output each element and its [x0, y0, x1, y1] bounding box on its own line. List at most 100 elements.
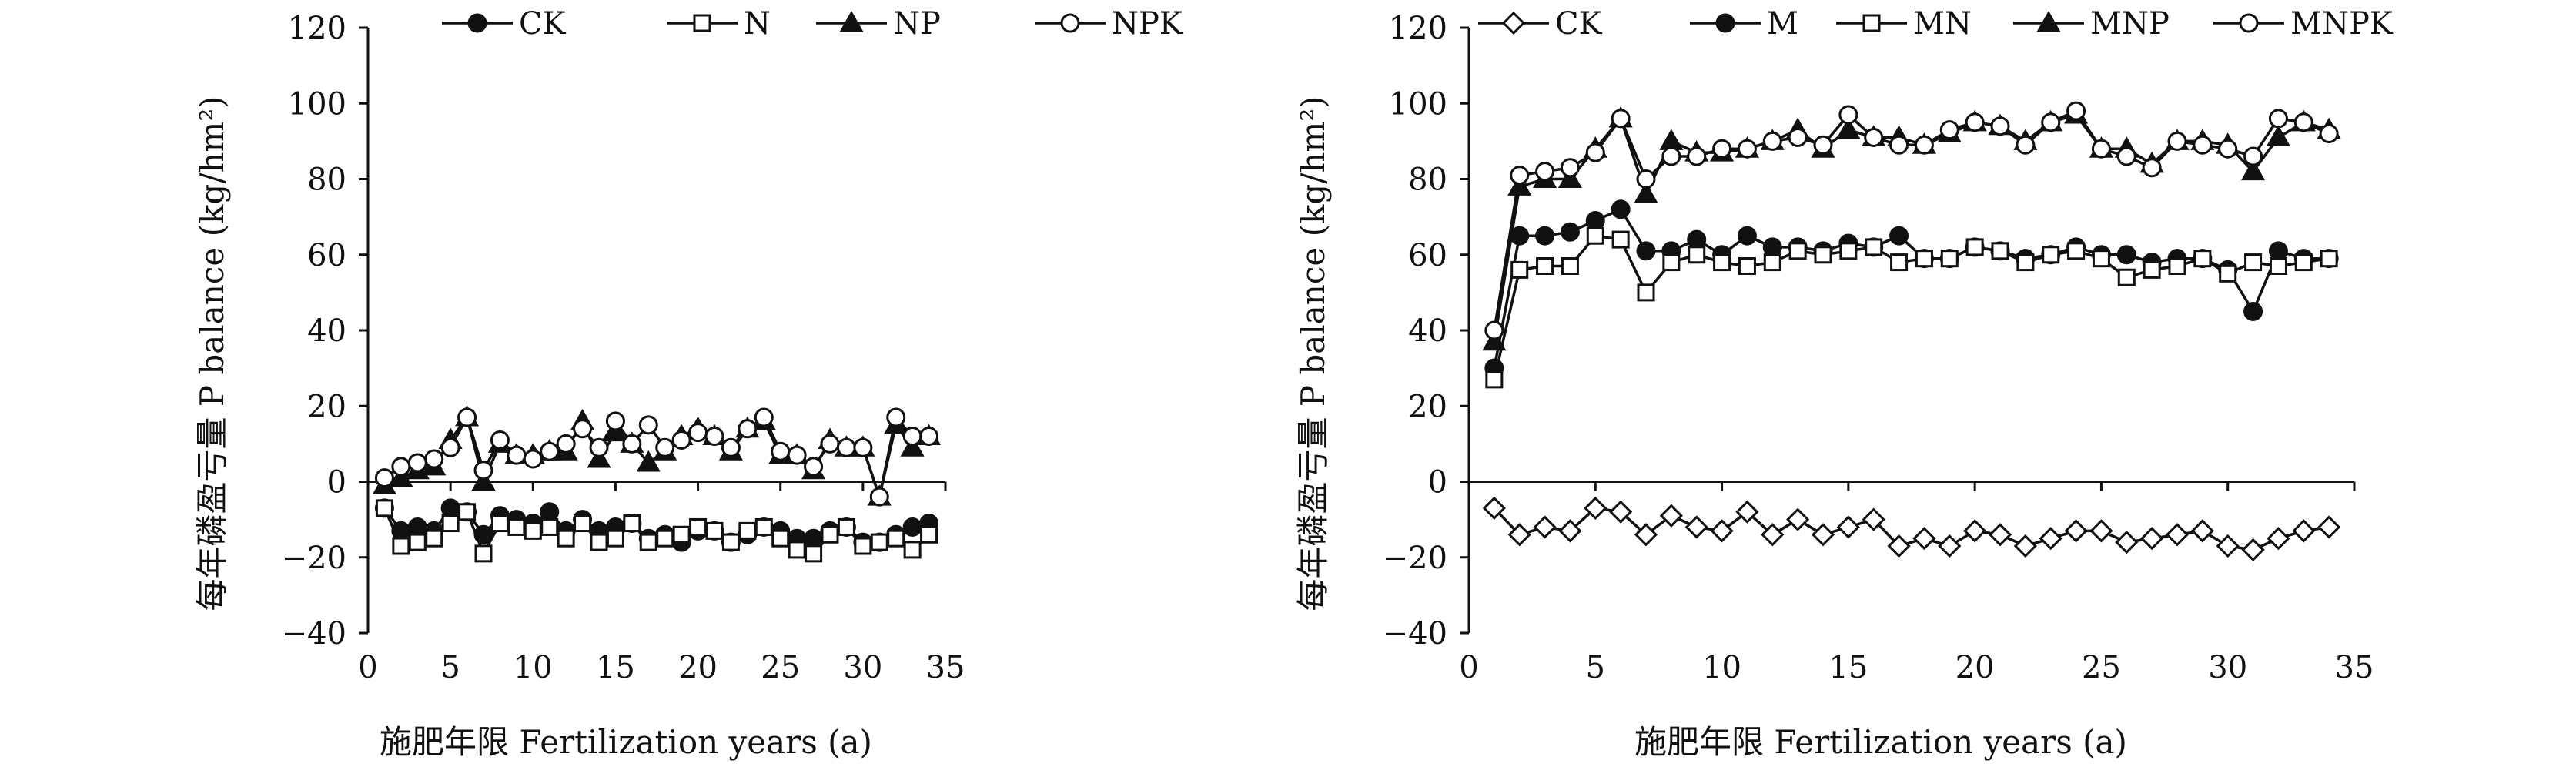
data-point-mn [2219, 264, 2237, 283]
legend-marker [1862, 14, 1881, 32]
legend-item-npk: NPK [1035, 6, 1183, 42]
data-point-mnpk [1585, 142, 1605, 162]
data-point-mn [1561, 256, 1579, 275]
data-point-n [606, 529, 624, 548]
legend-marker [2239, 13, 2259, 33]
data-point-n [738, 521, 757, 540]
series-line-mn [1493, 234, 2330, 380]
data-point-mn [1940, 250, 1959, 268]
data-point-ck [1735, 500, 1759, 524]
data-point-mnpk [1712, 139, 1732, 159]
data-point-m [1687, 229, 1707, 250]
data-point-np [389, 465, 413, 487]
data-point-n [639, 533, 657, 551]
data-point-mnpk [1661, 146, 1681, 166]
data-point-mn [1662, 253, 1681, 272]
x-tick-label: 30 [843, 650, 882, 685]
data-point-n [441, 514, 460, 533]
data-point-ck [1584, 496, 1607, 521]
data-point-n [705, 521, 724, 540]
data-point-mnpk [1560, 158, 1580, 178]
data-point-mnpk [1687, 146, 1707, 166]
x-tick-label: 20 [1955, 650, 1995, 685]
legend-item-mn: MN [1836, 6, 1972, 42]
data-point-ck [2317, 515, 2341, 539]
data-point-ck [1482, 496, 1506, 521]
data-point-ck [1659, 504, 1683, 528]
y-tick-label: −20 [1383, 541, 1447, 576]
data-point-ck [2241, 538, 2265, 562]
data-point-ck [2089, 519, 2113, 543]
data-point-m [1889, 226, 1909, 246]
data-point-ck [2039, 527, 2062, 551]
data-point-ck [1786, 507, 1810, 531]
data-point-mn [1485, 370, 1504, 389]
data-point-mnpk [1484, 320, 1504, 340]
data-point-mnpk [2193, 135, 2213, 155]
x-axis-title: 施肥年限 Fertilization years (a) [380, 723, 872, 761]
data-point-mn [2294, 253, 2313, 272]
series-line-mnp [1493, 112, 2330, 342]
legend: CK N NP NPK [442, 6, 1183, 42]
data-point-ck [2064, 519, 2088, 543]
data-point-mn [2269, 256, 2287, 275]
data-point-npk [771, 441, 791, 461]
legend-marker [2036, 10, 2061, 32]
data-point-npk [820, 434, 840, 454]
data-point-mnpk [1939, 120, 1959, 140]
y-tick-label: 60 [1408, 238, 1447, 273]
data-point-n [721, 533, 740, 551]
data-point-mnpk [1636, 169, 1656, 189]
legend-item-m: M [1690, 6, 1798, 42]
legend-marker [693, 14, 711, 32]
y-tick-label: −20 [282, 541, 346, 576]
data-point-npk [836, 437, 856, 457]
data-point-npk [391, 457, 411, 477]
x-tick-label: 0 [358, 650, 377, 685]
left-chart-panel: 120 100 80 60 40 20 0 −20 −40 0 5 10 15 20 25 30 35 施肥年限 … [193, 6, 1183, 761]
data-point-ck [2165, 523, 2190, 547]
data-point-n [754, 517, 773, 536]
y-tick-label: 80 [307, 162, 346, 198]
data-point-mnp [1634, 182, 1658, 203]
series-line-ck [1493, 507, 2330, 551]
data-point-n [458, 503, 477, 521]
y-tick-label: 120 [1389, 11, 1447, 46]
data-point-ck [1684, 515, 1708, 539]
data-point-n [540, 517, 559, 536]
data-point-mnpk [1737, 139, 1757, 159]
series-m [1484, 199, 2339, 378]
legend-item-mnpk: MNPK [2213, 6, 2394, 42]
data-point-mn [1890, 253, 1909, 272]
data-point-n [474, 544, 493, 563]
data-point-ck [1634, 523, 1658, 547]
data-point-mnpk [1838, 105, 1858, 125]
y-tick-label: 40 [307, 313, 346, 349]
data-point-mnpk [1813, 135, 1833, 155]
data-point-npk [407, 453, 427, 473]
data-point-mn [1814, 246, 1832, 264]
data-point-m [1535, 226, 1555, 246]
legend-item-ck: CK [442, 6, 567, 42]
data-point-npk [374, 468, 394, 488]
data-point-npk [573, 419, 593, 439]
data-point-npk [804, 457, 824, 477]
data-point-mnpk [2319, 124, 2339, 144]
data-point-ck [2216, 534, 2240, 558]
data-point-ck [2013, 534, 2037, 558]
data-point-npk [507, 445, 527, 465]
data-point-ck [407, 517, 427, 537]
data-point-ck [1862, 507, 1885, 531]
data-point-mnp [1836, 117, 1861, 139]
data-point-n [805, 544, 823, 563]
data-point-n [490, 514, 509, 533]
data-point-mn [1637, 283, 1655, 302]
data-point-ck [1938, 534, 1962, 558]
x-tick-label: 30 [2208, 650, 2247, 685]
data-point-n [887, 529, 905, 548]
data-point-mnp [1482, 329, 1507, 351]
y-tick-label: 120 [288, 11, 346, 46]
data-point-n [689, 517, 708, 536]
data-point-mn [2244, 253, 2263, 272]
